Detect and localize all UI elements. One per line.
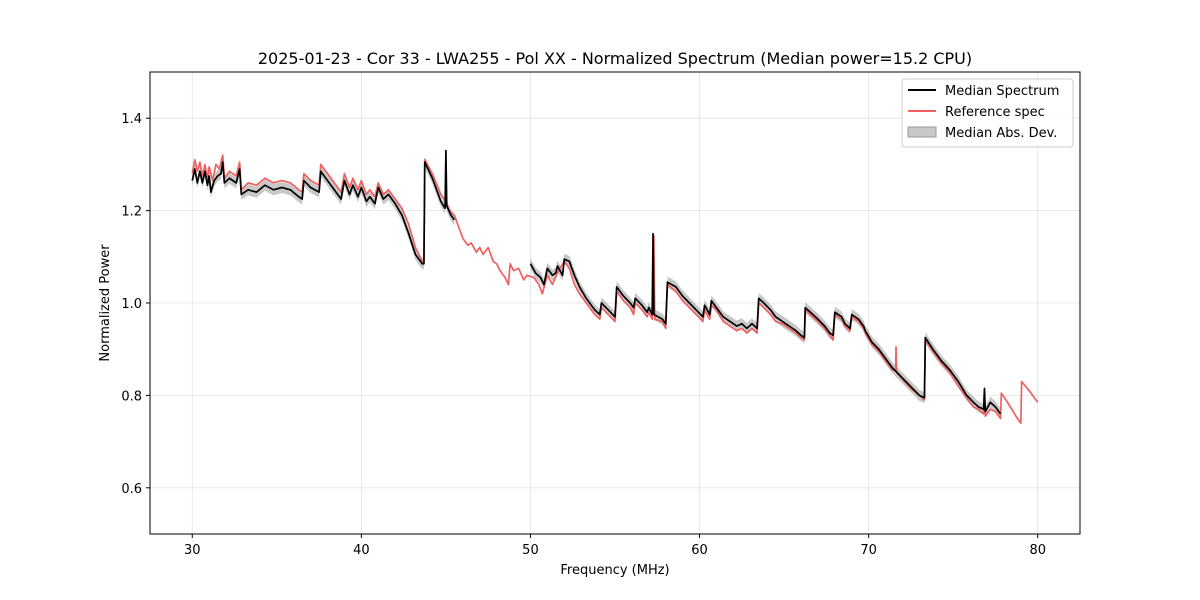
reference-spec-line	[191, 154, 1039, 424]
median-spectrum-line	[191, 149, 456, 265]
plot-area	[191, 145, 1039, 424]
x-tick-label: 50	[522, 543, 539, 558]
y-tick-label: 1.4	[121, 112, 142, 127]
legend-mad-label: Median Abs. Dev.	[945, 126, 1057, 141]
x-tick-label: 40	[353, 543, 370, 558]
x-axis-ticks: 30 40 50 60 70 80	[184, 534, 1046, 558]
mad-band	[192, 145, 455, 270]
reference-series-layer	[191, 154, 1039, 424]
y-axis-label: Normalized Power	[98, 244, 113, 362]
legend-frame	[901, 78, 1074, 148]
median-series-layer	[191, 149, 1002, 415]
y-tick-label: 0.6	[121, 482, 142, 497]
x-axis-label: Frequency (MHz)	[560, 563, 669, 578]
median-spectrum-line	[529, 232, 1002, 415]
x-tick-label: 60	[691, 543, 708, 558]
mad-band-layer	[192, 145, 1001, 420]
x-tick-label: 30	[184, 543, 201, 558]
y-axis-ticks: 0.6 0.8 1.0 1.2 1.4	[121, 112, 150, 497]
legend: Median Spectrum Reference spec Median Ab…	[901, 78, 1074, 148]
legend-reference-label: Reference spec	[945, 105, 1045, 120]
y-tick-label: 0.8	[121, 389, 142, 404]
y-tick-label: 1.0	[121, 297, 142, 312]
legend-median-label: Median Spectrum	[945, 84, 1059, 99]
legend-mad-swatch	[907, 126, 937, 138]
x-tick-label: 70	[860, 543, 877, 558]
x-tick-label: 80	[1029, 543, 1046, 558]
chart-title: 2025-01-23 - Cor 33 - LWA255 - Pol XX - …	[258, 49, 972, 68]
y-tick-label: 1.2	[121, 205, 142, 220]
